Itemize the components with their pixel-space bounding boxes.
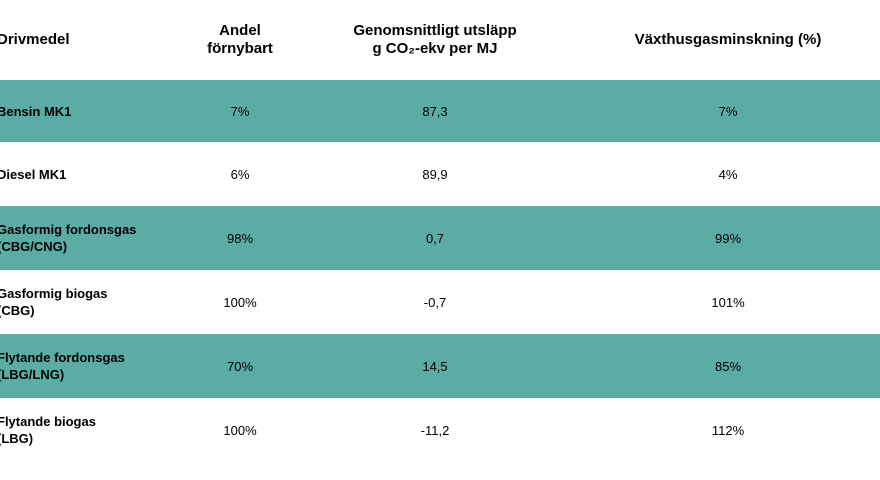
table-cell: 98% [150,206,330,270]
cell-text: (CBG) [0,303,35,318]
cell-text: 0,7 [425,230,445,246]
cell-text: Gasformig biogas [0,286,108,301]
table-cell: 112% [578,398,878,462]
table-cell: 100% [150,270,330,334]
cell-text: Diesel MK1 [0,166,67,182]
cell-text: 98% [226,230,254,246]
header-cell: Drivmedel [0,0,197,80]
cell-text: 112% [711,422,745,438]
table-cell: 6% [150,142,330,206]
table-cell: 14,5 [305,334,565,398]
cell-text: 100% [223,294,257,310]
cell-text: 87,3 [422,103,448,119]
table-cell: Bensin MK1 [0,80,197,142]
header-cell: Växthusgasminskning (%) [578,0,878,80]
cell-text: 101% [711,294,745,310]
table-row: Gasformig fordonsgas (CBG/CNG) 98% 0,7 99% [0,206,880,270]
header-text: Växthusgasminskning (%) [634,31,822,48]
table-cell: Flytande biogas (LBG) [0,398,197,462]
table-row: Diesel MK1 6% 89,9 4% [0,142,880,206]
cell-text: 99% [714,230,742,246]
table-cell: Gasformig biogas (CBG) [0,270,197,334]
header-text: Andel [219,22,261,39]
table-row: Bensin MK1 7% 87,3 7% [0,80,880,142]
table-cell: Gasformig fordonsgas (CBG/CNG) [0,206,197,270]
cell-text: Gasformig fordonsgas [0,222,137,237]
cell-text: -11,2 [420,422,450,438]
cell-text: 14,5 [422,358,448,374]
header-cell: Andel förnybart [150,0,330,80]
cell-text: 85% [714,358,742,374]
cell-text: 7% [718,103,738,119]
header-text: g CO₂-ekv per MJ [372,40,498,57]
header-text: förnybart [207,40,273,57]
cell-text: Flytande fordonsgas [0,350,125,365]
header-cell: Genomsnittligt utsläpp g CO₂-ekv per MJ [305,0,565,80]
cell-text: -0,7 [423,294,447,310]
table-cell: 85% [578,334,878,398]
header-text: Genomsnittligt utsläpp [353,22,517,39]
cell-text: (LBG/LNG) [0,367,65,382]
table-cell: -11,2 [305,398,565,462]
table-cell: Flytande fordonsgas (LBG/LNG) [0,334,197,398]
table-row: Flytande biogas (LBG) 100% -11,2 112% [0,398,880,462]
table-cell: 4% [578,142,878,206]
table-cell: 7% [150,80,330,142]
cell-text: (CBG/CNG) [0,239,68,254]
cell-text: 70% [226,358,254,374]
table-cell: 101% [578,270,878,334]
table-row: Gasformig biogas (CBG) 100% -0,7 101% [0,270,880,334]
table-cell: 89,9 [305,142,565,206]
cell-text: Bensin MK1 [0,103,72,119]
cell-text: 6% [230,166,250,182]
table-cell: 100% [150,398,330,462]
table-cell: -0,7 [305,270,565,334]
table-cell: Diesel MK1 [0,142,197,206]
cell-text: 4% [718,166,738,182]
table-cell: 99% [578,206,878,270]
table-cell: 87,3 [305,80,565,142]
cell-text: Flytande biogas [0,414,96,429]
table-row: Flytande fordonsgas (LBG/LNG) 70% 14,5 85% [0,334,880,398]
cell-text: 100% [223,422,257,438]
header-text: Drivmedel [0,31,70,48]
cell-text: (LBG) [0,431,34,446]
table-cell: 0,7 [305,206,565,270]
cell-text: 89,9 [422,166,448,182]
header-row: Drivmedel Andel förnybart Genomsnittligt ut… [0,0,880,80]
table-cell: 7% [578,80,878,142]
table-cell: 70% [150,334,330,398]
cell-text: 7% [230,103,250,119]
